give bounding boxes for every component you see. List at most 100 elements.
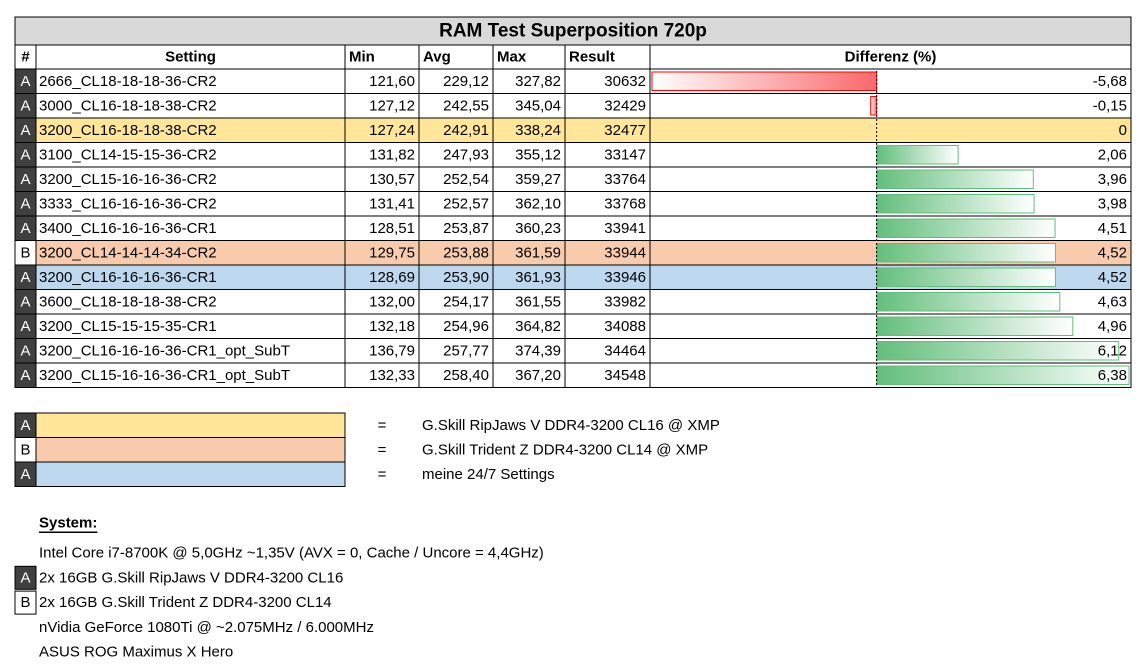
difference: 4,52 bbox=[1098, 269, 1127, 286]
setting: 3333_CL16-16-16-36-CR2 bbox=[39, 195, 217, 212]
cell bbox=[649, 44, 1132, 70]
data-bar bbox=[876, 194, 1035, 214]
group-cell bbox=[14, 565, 37, 590]
data-bar bbox=[876, 218, 1056, 238]
cell bbox=[492, 362, 566, 388]
header-label: Min bbox=[349, 49, 375, 66]
setting: 3400_CL16-16-16-36-CR1 bbox=[39, 220, 217, 237]
cell bbox=[418, 68, 494, 94]
difference: 6,12 bbox=[1098, 342, 1127, 359]
group-label: B bbox=[20, 441, 30, 458]
data-bar bbox=[876, 145, 959, 165]
cell bbox=[418, 215, 494, 241]
result: 34464 bbox=[604, 342, 646, 359]
min: 132,33 bbox=[369, 367, 415, 384]
setting: 3200_CL15-15-15-35-CR1 bbox=[39, 318, 217, 335]
group-label: A bbox=[20, 342, 30, 359]
result: 33944 bbox=[604, 244, 646, 261]
legend-sep: = bbox=[378, 466, 387, 483]
data-bar bbox=[876, 169, 1034, 189]
system-heading: System: bbox=[39, 515, 97, 532]
cell bbox=[564, 142, 651, 168]
avg: 258,40 bbox=[443, 367, 489, 384]
setting: 2666_CL18-18-18-36-CR2 bbox=[39, 73, 217, 90]
cell bbox=[344, 338, 420, 364]
cell bbox=[35, 362, 346, 388]
avg: 252,57 bbox=[443, 195, 489, 212]
result: 34548 bbox=[604, 367, 646, 384]
group-label: B bbox=[20, 244, 30, 261]
header-label: Setting bbox=[165, 49, 216, 66]
group-label: A bbox=[20, 97, 30, 114]
cell bbox=[344, 93, 420, 119]
max: 355,12 bbox=[515, 146, 561, 163]
cell bbox=[492, 289, 566, 315]
legend-swatch bbox=[35, 461, 346, 487]
setting: 3200_CL14-14-14-34-CR2 bbox=[39, 244, 217, 261]
group-label: A bbox=[20, 220, 30, 237]
result: 33946 bbox=[604, 269, 646, 286]
difference: 6,38 bbox=[1098, 367, 1127, 384]
difference: -5,68 bbox=[1093, 73, 1127, 90]
group-label: A bbox=[20, 269, 30, 286]
avg: 229,12 bbox=[443, 73, 489, 90]
result: 33147 bbox=[604, 146, 646, 163]
max: 374,39 bbox=[515, 342, 561, 359]
difference: 4,96 bbox=[1098, 318, 1127, 335]
system-line: Intel Core i7-8700K @ 5,0GHz ~1,35V (AVX… bbox=[39, 545, 544, 562]
cell bbox=[35, 313, 346, 339]
setting: 3200_CL16-16-16-36-CR1_opt_SubT bbox=[39, 342, 290, 359]
cell bbox=[344, 289, 420, 315]
result: 32477 bbox=[604, 122, 646, 139]
group-label: A bbox=[20, 417, 30, 434]
setting: 3200_CL15-16-16-36-CR1_opt_SubT bbox=[39, 367, 290, 384]
group-label: A bbox=[20, 318, 30, 335]
cell bbox=[492, 338, 566, 364]
max: 360,23 bbox=[515, 220, 561, 237]
cell bbox=[344, 166, 420, 192]
max: 338,24 bbox=[515, 122, 561, 139]
cell bbox=[35, 191, 346, 217]
cell bbox=[418, 240, 494, 266]
min: 128,51 bbox=[369, 220, 415, 237]
cell bbox=[35, 289, 346, 315]
system-line: ASUS ROG Maximus X Hero bbox=[39, 644, 233, 661]
difference: 3,98 bbox=[1098, 195, 1127, 212]
setting: 3600_CL18-18-18-38-CR2 bbox=[39, 293, 217, 310]
group-label: A bbox=[20, 466, 30, 483]
cell bbox=[564, 313, 651, 339]
header-label: Differenz (%) bbox=[845, 49, 937, 66]
cell bbox=[35, 142, 346, 168]
group-label: A bbox=[20, 569, 30, 586]
avg: 247,93 bbox=[443, 146, 489, 163]
max: 359,27 bbox=[515, 171, 561, 188]
min: 131,82 bbox=[369, 146, 415, 163]
difference: 4,63 bbox=[1098, 293, 1127, 310]
cell bbox=[418, 264, 494, 290]
group-label: A bbox=[20, 367, 30, 384]
result: 30632 bbox=[604, 73, 646, 90]
min: 127,24 bbox=[369, 122, 415, 139]
result: 33982 bbox=[604, 293, 646, 310]
data-bar bbox=[651, 71, 878, 91]
cell bbox=[344, 191, 420, 217]
system-line: nVidia GeForce 1080Ti @ ~2.075MHz / 6.00… bbox=[39, 619, 374, 636]
cell bbox=[649, 93, 1132, 119]
result: 32429 bbox=[604, 97, 646, 114]
result: 33764 bbox=[604, 171, 646, 188]
cell bbox=[344, 215, 420, 241]
cell bbox=[492, 313, 566, 339]
difference: 3,96 bbox=[1098, 171, 1127, 188]
data-bar bbox=[876, 243, 1056, 263]
avg: 257,77 bbox=[443, 342, 489, 359]
group-label: A bbox=[20, 293, 30, 310]
setting: 3200_CL16-18-18-38-CR2 bbox=[39, 122, 217, 139]
cell bbox=[564, 338, 651, 364]
group-label: A bbox=[20, 73, 30, 90]
cell bbox=[492, 93, 566, 119]
min: 128,69 bbox=[369, 269, 415, 286]
data-bar bbox=[876, 365, 1130, 385]
group-label: A bbox=[20, 195, 30, 212]
setting: 3000_CL16-18-18-38-CR2 bbox=[39, 97, 217, 114]
